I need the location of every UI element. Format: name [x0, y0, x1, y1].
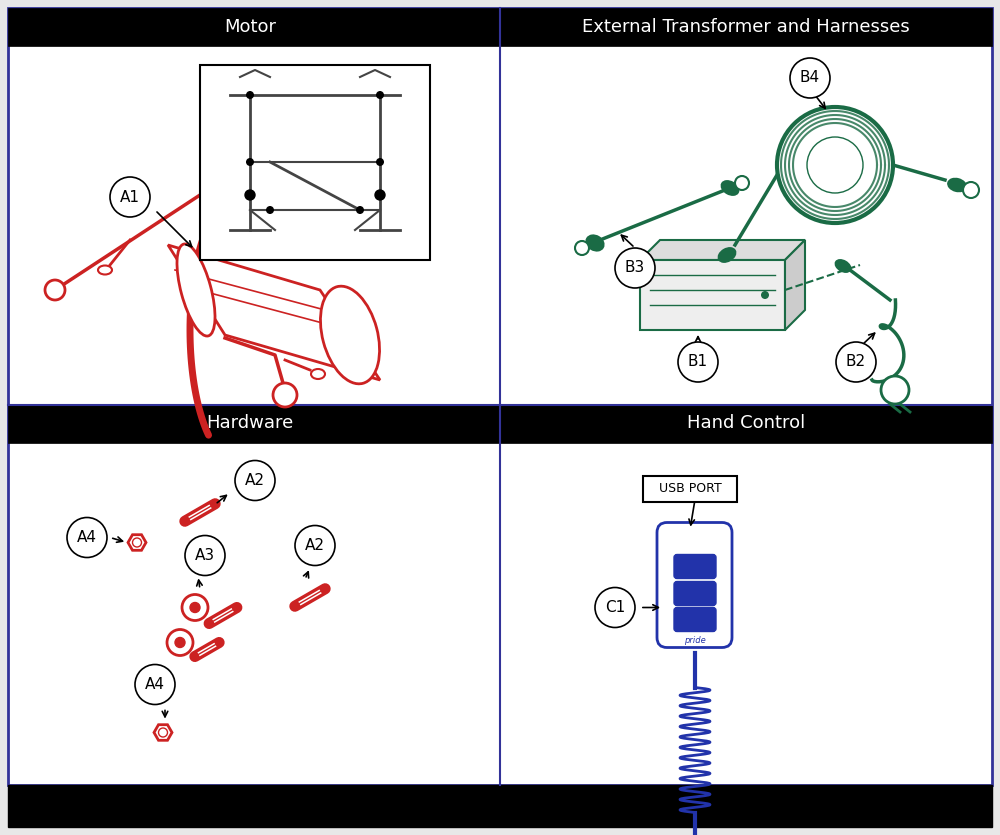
Ellipse shape [311, 369, 325, 379]
Ellipse shape [719, 248, 735, 262]
Circle shape [266, 206, 274, 214]
Circle shape [246, 91, 254, 99]
Ellipse shape [320, 286, 380, 384]
Bar [500, 404, 992, 443]
Ellipse shape [586, 235, 604, 250]
Circle shape [235, 460, 275, 500]
Circle shape [376, 158, 384, 166]
Text: B1: B1 [688, 355, 708, 370]
Circle shape [45, 280, 65, 300]
Polygon shape [785, 240, 805, 330]
Text: pride: pride [684, 636, 706, 645]
Text: B4: B4 [800, 70, 820, 85]
Polygon shape [154, 725, 172, 741]
FancyBboxPatch shape [674, 608, 716, 631]
Circle shape [158, 728, 168, 737]
Text: A1: A1 [120, 190, 140, 205]
Text: A2: A2 [305, 538, 325, 553]
Circle shape [167, 630, 193, 655]
Text: Motor: Motor [224, 18, 276, 36]
Circle shape [185, 535, 225, 575]
Bar [500, 8, 992, 46]
Circle shape [245, 190, 255, 200]
Circle shape [761, 291, 769, 299]
Bar [200, 65, 430, 260]
Circle shape [182, 595, 208, 620]
Text: Hand Control: Hand Control [687, 414, 805, 433]
FancyBboxPatch shape [657, 523, 732, 647]
Circle shape [190, 603, 200, 613]
Circle shape [881, 376, 909, 404]
Text: A2: A2 [245, 473, 265, 488]
Circle shape [273, 383, 297, 407]
Bar [8, 8, 500, 46]
Circle shape [735, 176, 749, 190]
Text: C1: C1 [605, 600, 625, 615]
Circle shape [836, 342, 876, 382]
Text: USB PORT: USB PORT [659, 482, 721, 495]
FancyBboxPatch shape [643, 475, 737, 502]
Ellipse shape [948, 179, 966, 191]
FancyBboxPatch shape [674, 581, 716, 605]
Circle shape [615, 248, 655, 288]
Circle shape [175, 637, 185, 647]
Ellipse shape [177, 244, 215, 336]
Ellipse shape [98, 266, 112, 275]
Circle shape [807, 137, 863, 193]
Circle shape [67, 518, 107, 558]
Circle shape [356, 206, 364, 214]
Circle shape [678, 342, 718, 382]
Circle shape [790, 58, 830, 98]
Text: B2: B2 [846, 355, 866, 370]
FancyBboxPatch shape [674, 554, 716, 579]
Text: External Transformer and Harnesses: External Transformer and Harnesses [582, 18, 910, 36]
Circle shape [777, 107, 893, 223]
Circle shape [375, 190, 385, 200]
Bar [640, 260, 785, 330]
Circle shape [135, 665, 175, 705]
Bar [8, 404, 500, 443]
Circle shape [595, 588, 635, 627]
Text: Hardware: Hardware [206, 414, 294, 433]
Text: A4: A4 [77, 530, 97, 545]
Circle shape [963, 182, 979, 198]
Circle shape [132, 538, 142, 547]
Polygon shape [640, 240, 805, 260]
Ellipse shape [836, 261, 850, 272]
Bar [8, 785, 992, 827]
Text: A4: A4 [145, 677, 165, 692]
Circle shape [110, 177, 150, 217]
Polygon shape [128, 534, 146, 550]
Polygon shape [168, 245, 380, 380]
Text: B3: B3 [625, 261, 645, 276]
Circle shape [246, 158, 254, 166]
Circle shape [376, 91, 384, 99]
Ellipse shape [722, 181, 738, 195]
Circle shape [295, 525, 335, 565]
Circle shape [575, 241, 589, 255]
Text: A3: A3 [195, 548, 215, 563]
